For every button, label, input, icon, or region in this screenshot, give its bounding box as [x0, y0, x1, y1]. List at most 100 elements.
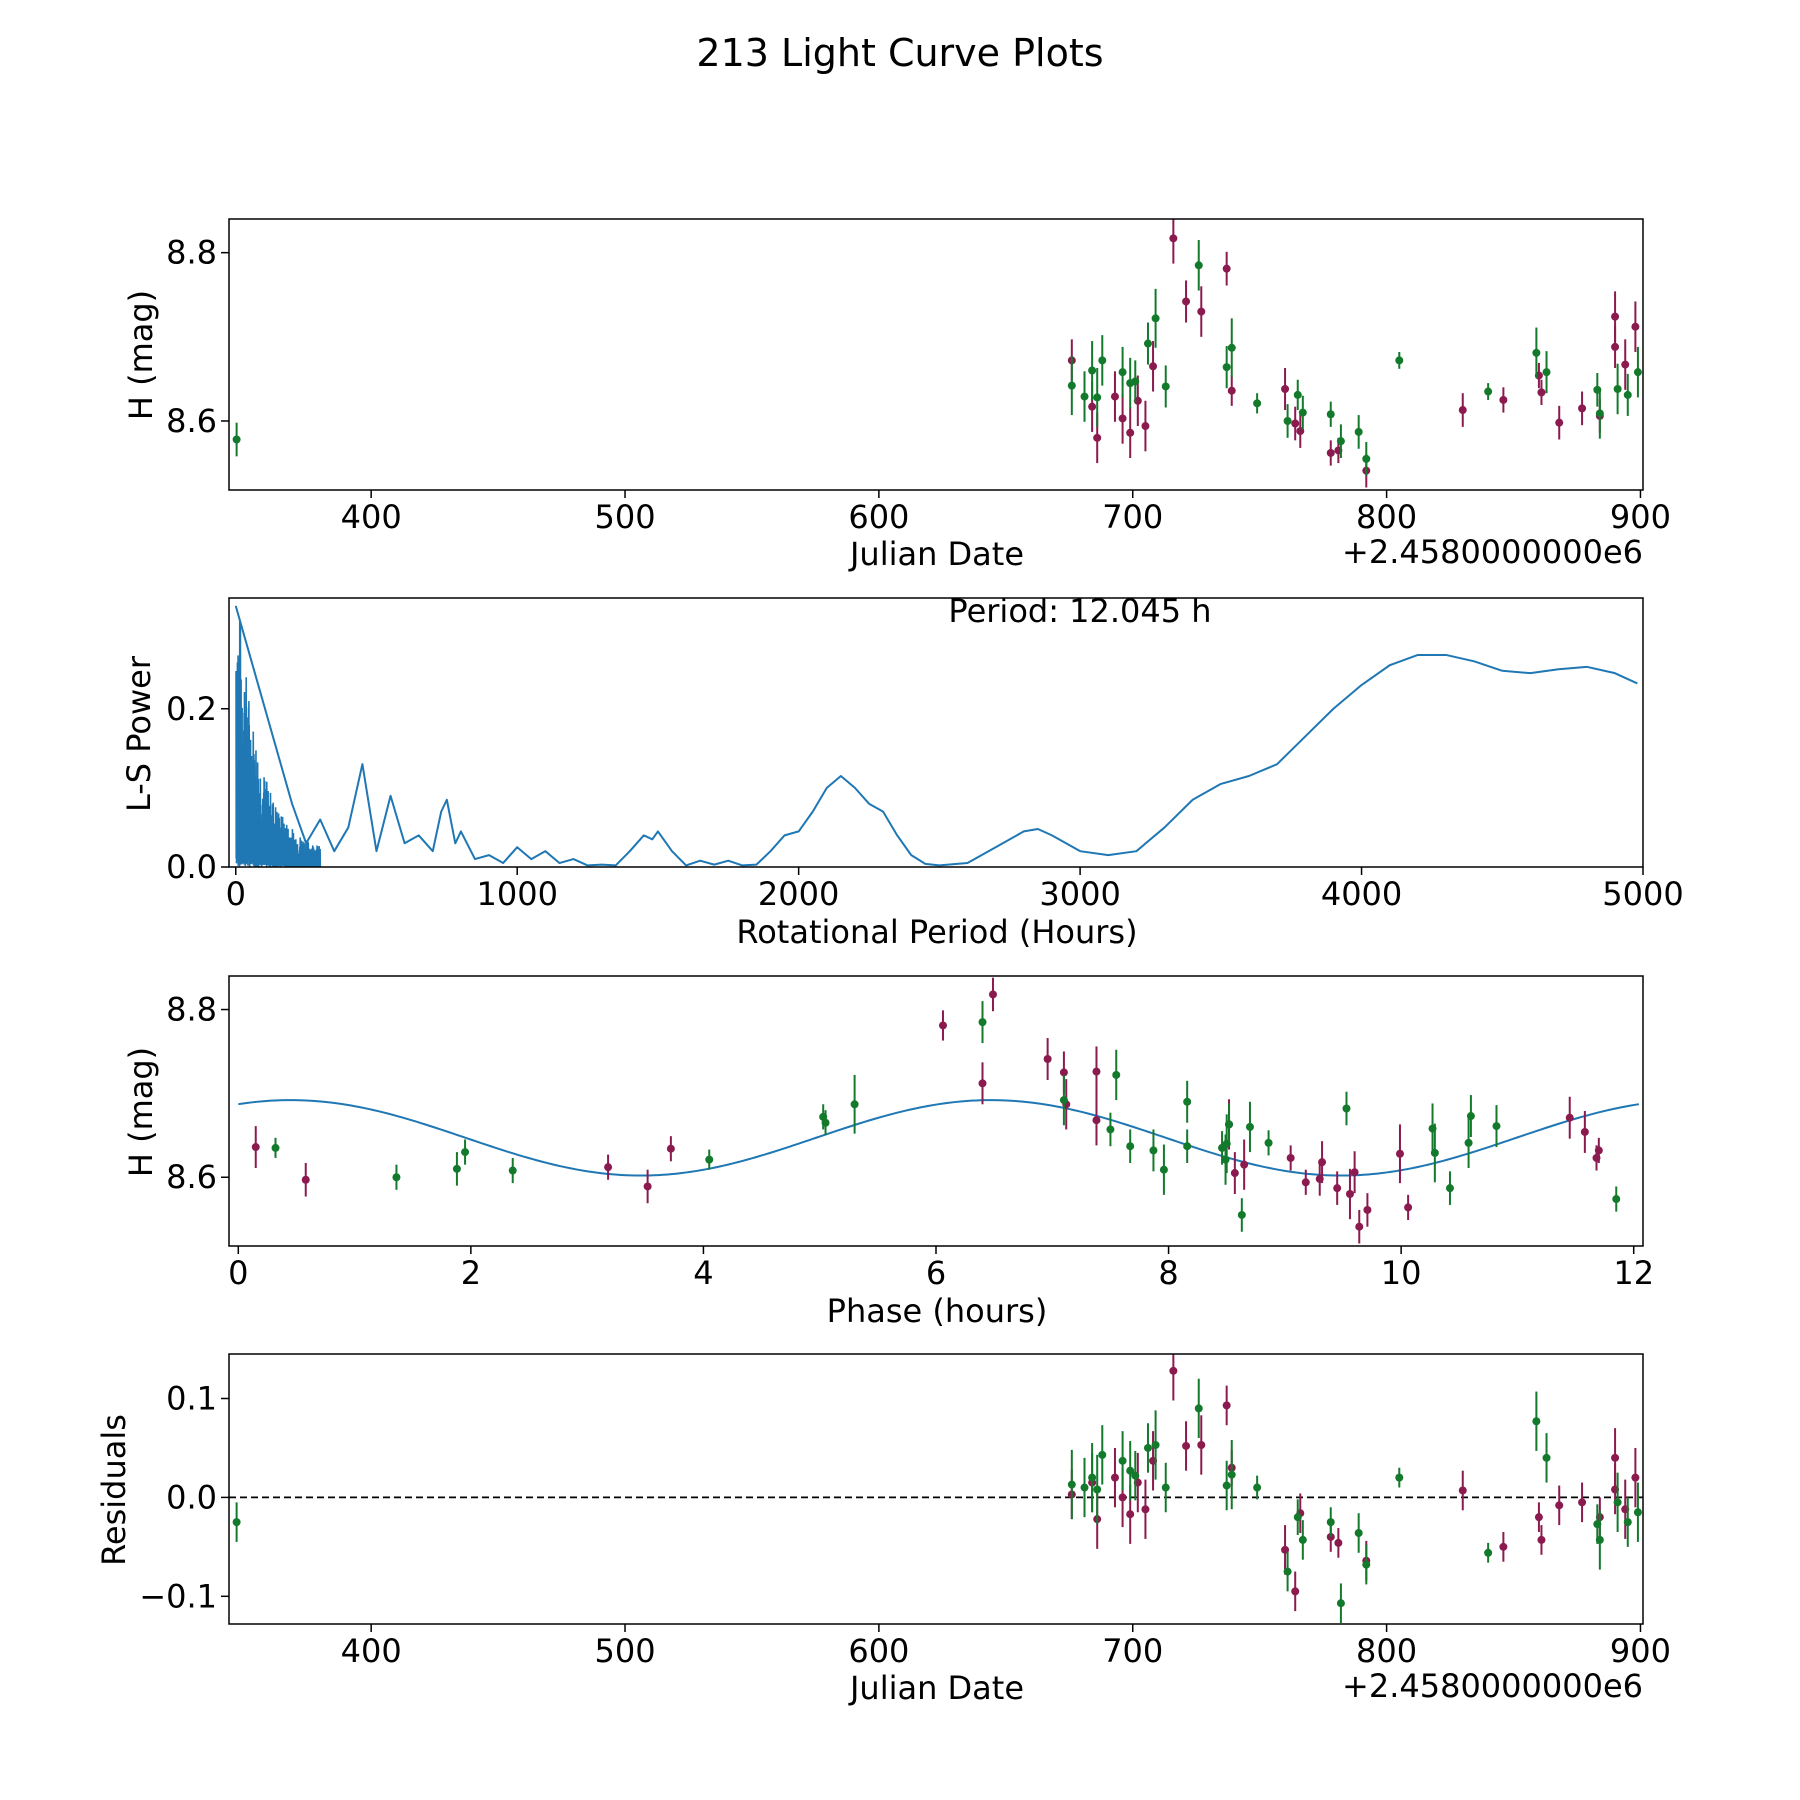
- panel3-xtick-label: 0: [228, 1254, 248, 1292]
- data-point: [1281, 385, 1290, 394]
- panel1-point-green: [1151, 288, 1160, 348]
- panel1-point-green: [1118, 346, 1127, 398]
- panel-periodogram: Rotational Period (Hours) L-S Power Peri…: [120, 592, 1684, 951]
- panel1-point-red: [1281, 367, 1290, 411]
- panel3-data-area: [238, 977, 1640, 1244]
- panel1-point-red: [1621, 339, 1630, 390]
- panel3-point-green: [1612, 1186, 1621, 1212]
- panel1-point-red: [1631, 301, 1640, 352]
- panel4-point-red: [1537, 1525, 1546, 1555]
- data-point: [1149, 1146, 1158, 1155]
- panel4-point-green: [1362, 1544, 1371, 1585]
- panel4-point-green: [1354, 1513, 1363, 1553]
- data-point: [1092, 1116, 1101, 1125]
- panel3-point-green: [1183, 1080, 1192, 1123]
- data-point: [1183, 1142, 1192, 1151]
- data-point: [1363, 1205, 1372, 1214]
- panel1-point-green: [1293, 379, 1302, 411]
- data-point: [232, 435, 241, 444]
- panel3-plot: 0 2 4 6 8 10 12 8.6 8.8: [166, 975, 1654, 1292]
- data-point: [1222, 1401, 1231, 1410]
- panel1-plot: 400 500 600 700 800 900 8.6 8.8: [166, 218, 1671, 536]
- panel-light-curve: Julian Date H (mag) +2.4580000000e6 400 5…: [122, 218, 1671, 573]
- panel4-point-red: [1578, 1482, 1587, 1523]
- panel4-point-green: [1080, 1457, 1089, 1518]
- panel-residuals: Julian Date Residuals +2.4580000000e6 40…: [95, 1353, 1671, 1707]
- panel4-point-red: [1291, 1571, 1300, 1612]
- data-point: [1484, 387, 1493, 396]
- data-point: [1106, 1125, 1115, 1134]
- data-point: [1623, 1518, 1632, 1527]
- panel4-point-green: [1623, 1497, 1632, 1547]
- panel-phased-curve: Phase (hours) H (mag) 0 2 4 6 8 10 12 8.6 8.8: [122, 975, 1654, 1330]
- data-point: [1326, 448, 1335, 457]
- data-point: [1093, 393, 1102, 402]
- data-point: [1537, 388, 1546, 397]
- panel4-point-red: [1499, 1532, 1508, 1562]
- panel3-point-green: [1059, 1074, 1068, 1126]
- data-point: [1131, 1471, 1140, 1480]
- data-point: [1580, 1127, 1589, 1136]
- panel3-point-green: [1492, 1105, 1501, 1148]
- panel1-point-green: [1283, 404, 1292, 438]
- data-point: [1354, 1529, 1363, 1538]
- panel4-xtick-label: 400: [341, 1632, 402, 1670]
- panel3-point-green: [1106, 1112, 1115, 1147]
- panel4-point-green: [1484, 1542, 1493, 1563]
- panel1-point-green: [1131, 360, 1140, 403]
- panel4-point-green: [1395, 1467, 1404, 1488]
- data-point: [1565, 1113, 1574, 1122]
- data-point: [1126, 1466, 1135, 1475]
- data-point: [1126, 1142, 1135, 1151]
- panel4-point-red: [1534, 1502, 1543, 1533]
- panel4-xtick-label: 800: [1356, 1632, 1417, 1670]
- data-point: [1532, 348, 1541, 357]
- data-point: [1611, 312, 1620, 321]
- data-point: [1182, 297, 1191, 306]
- data-point: [1126, 428, 1135, 437]
- panel1-point-red: [1555, 405, 1564, 440]
- data-point: [1613, 385, 1622, 394]
- data-point: [1631, 322, 1640, 331]
- data-point: [821, 1118, 830, 1127]
- panel1-point-green: [1088, 341, 1097, 400]
- panel4-point-green: [1253, 1475, 1262, 1500]
- panel4-point-green: [1067, 1449, 1076, 1520]
- panel1-point-red: [1197, 286, 1206, 337]
- data-point: [1499, 395, 1508, 404]
- data-point: [1221, 1155, 1230, 1164]
- panel3-point-green: [1342, 1091, 1351, 1126]
- data-point: [1112, 1070, 1121, 1079]
- data-point: [1059, 1096, 1068, 1105]
- panel4-point-green: [1143, 1423, 1152, 1473]
- data-point: [1578, 404, 1587, 413]
- data-point: [1458, 406, 1467, 415]
- panel4-point-red: [1631, 1447, 1640, 1508]
- data-point: [1345, 1190, 1354, 1199]
- panel4-point-green: [1298, 1520, 1307, 1560]
- data-point: [1354, 427, 1363, 436]
- figure-title: 213 Light Curve Plots: [696, 31, 1103, 75]
- data-point: [666, 1144, 675, 1153]
- data-point: [978, 1079, 987, 1088]
- data-point: [1613, 1498, 1622, 1507]
- panel4-point-green: [1222, 1460, 1231, 1511]
- data-point: [1098, 356, 1107, 365]
- data-point: [988, 990, 997, 999]
- data-point: [1611, 342, 1620, 351]
- panel4-point-red: [1141, 1479, 1150, 1539]
- panel1-point-green: [1253, 393, 1262, 414]
- panel1-point-red: [1611, 325, 1620, 368]
- data-point: [1301, 1178, 1310, 1187]
- panel3-xtick-label: 10: [1381, 1254, 1422, 1292]
- panel4-axes-frame: [228, 1353, 1644, 1625]
- panel2-xtick-label: 4000: [1321, 875, 1402, 913]
- panel4-point-red: [1555, 1485, 1564, 1526]
- data-point: [1222, 363, 1231, 372]
- panel3-point-green: [508, 1157, 517, 1184]
- panel4-offset-label: +2.4580000000e6: [1342, 1667, 1643, 1705]
- data-point: [1484, 1548, 1493, 1557]
- data-point: [1594, 1146, 1603, 1155]
- panel3-xtick-label: 12: [1613, 1254, 1654, 1292]
- panel3-point-red: [251, 1126, 260, 1169]
